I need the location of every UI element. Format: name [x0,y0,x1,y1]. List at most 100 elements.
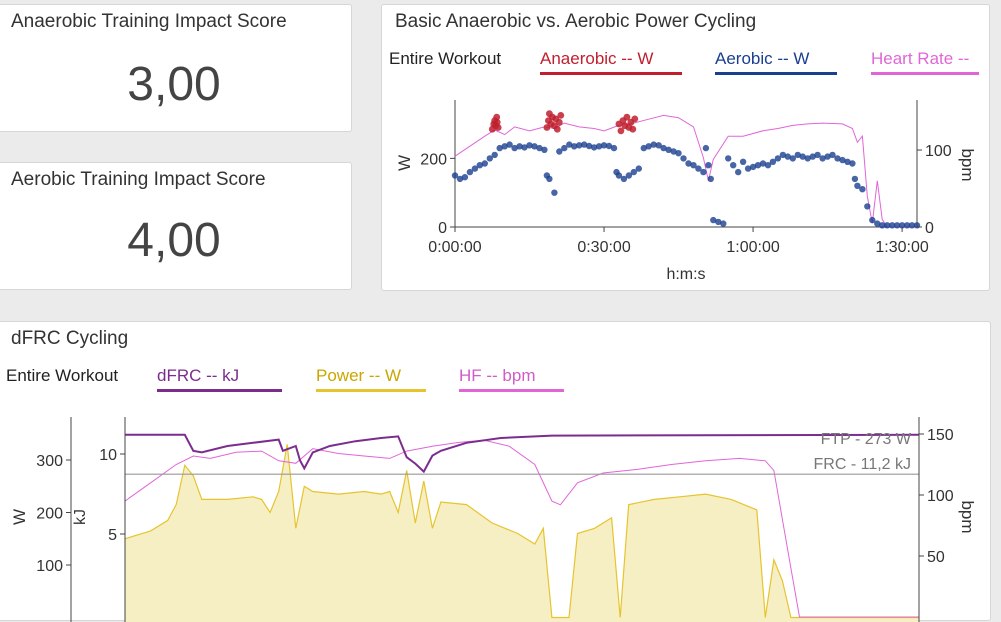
aerobic-point [814,151,821,159]
aerobic-point [690,162,697,169]
power-chart-ticks: 0 200 0 100 0:00:00 0:30:00 1:00:00 1:30:00 [420,143,952,256]
aerobic-point [650,141,657,148]
aerobic-point [556,148,563,155]
y-left-tick-label: 0 [438,220,447,237]
aerobic-point [496,144,503,152]
aerobic-point [595,143,603,150]
aerobic-point [590,144,598,151]
aerobic-point [451,172,459,179]
aerobic-point [625,172,633,179]
aerobic-point [546,175,553,183]
aerobic-point [665,146,672,153]
power-chart-svg[interactable]: 0 200 0 100 0:00:00 0:30:00 1:00:00 1:30:00 W b… [382,5,991,292]
y-right-tick-label: 100 [925,143,952,160]
dfrc-chart-svg[interactable]: 100 200 300 5 10 50 100 150 W kJ bpm FTP - 273 … [0,322,992,622]
power-heart-rate-series [454,114,917,228]
aerobic-point [685,160,692,167]
y-w-tick-label: 100 [36,558,63,575]
aerobic-point [839,156,846,164]
aerobic-point [784,153,791,160]
y-right-tick-label: 0 [925,220,934,237]
aerobic-point [630,168,637,176]
aerobic-point [670,148,677,155]
dfrc-y-kj-label: kJ [72,509,89,525]
aerobic-point [605,142,613,150]
x-tick-label: 1:30:00 [875,239,928,256]
aerobic-point [884,222,891,229]
dfrc-y-bpm-label: bpm [958,500,977,533]
aerobic-point [893,222,901,229]
legend-aerobic[interactable]: Aerobic -- W [715,49,837,75]
aerobic-point [516,143,523,150]
aerobic-point [844,158,851,165]
aerobic-point [889,222,896,229]
legend-anaerobic[interactable]: Anaerobic -- W [540,49,682,75]
aerobic-point [615,172,623,179]
aerobic-point [903,222,911,229]
aerobic-point [610,144,618,152]
y-bpm-tick-label: 100 [927,488,954,505]
dfrc-chart-ticks: 100 200 300 5 10 50 100 150 [36,427,954,575]
power-anaerobic-series [488,110,639,135]
anaerobic-point [631,115,639,123]
aerobic-point [834,155,841,162]
anaerobic-impact-value: 3,00 [127,58,221,111]
aerobic-point [481,160,488,167]
legend-power[interactable]: Power -- W [316,366,426,392]
anaerobic-point [493,113,501,121]
aerobic-point [655,142,662,149]
aerobic-point [501,143,508,150]
aerobic-point [859,186,866,193]
aerobic-point [744,165,752,172]
power-range-label[interactable]: Entire Workout [389,49,502,68]
anaerobic-point [623,113,631,121]
aerobic-point [680,155,687,162]
aerobic-point [824,153,831,160]
aerobic-point [851,175,859,183]
aerobic-point [730,162,737,169]
aerobic-point [491,151,498,159]
anaerobic-point [553,125,561,133]
aerobic-point [600,142,608,149]
legend-dfrc[interactable]: dFRC -- kJ [157,366,282,392]
dfrc-power-series [124,444,919,622]
aerobic-point [874,220,881,227]
x-tick-label: 0:00:00 [428,239,481,256]
y-w-tick-label: 200 [36,506,63,523]
aerobic-point [702,144,710,152]
y-kj-tick-label: 5 [108,527,117,544]
aerobic-point [764,162,772,169]
aerobic-point [526,142,533,149]
aerobic-point [739,158,747,165]
anaerobic-point [494,124,502,131]
aerobic-point [486,155,493,162]
aerobic-point [799,153,806,160]
dfrc-range-label[interactable]: Entire Workout [6,366,119,385]
aerobic-point [660,144,667,152]
legend-heart-rate[interactable]: Heart Rate -- [871,49,979,75]
aerobic-point [908,222,916,229]
aerobic-point [725,155,732,162]
heart-rate-line [454,114,917,228]
aerobic-point [749,163,757,171]
aerobic-point [769,158,777,165]
dfrc-cycling-title: dFRC Cycling [11,328,129,349]
aerobic-point [913,222,921,229]
aerobic-point [521,144,528,151]
power-line [124,444,919,619]
anaerobic-point [555,118,563,126]
power-x-label: h:m:s [666,266,705,283]
legend-hf[interactable]: HF -- bpm [459,366,564,392]
aerobic-point [854,182,861,189]
aerobic-point [561,144,568,152]
aerobic-point [879,222,886,229]
aerobic-point [576,142,583,149]
aerobic-point [735,168,742,176]
anaerobic-point [557,112,565,119]
anaerobic-point [629,125,637,133]
aerobic-point [754,162,762,169]
aerobic-point [531,143,538,150]
aerobic-point [819,155,826,162]
aerobic-point [536,144,543,152]
dfrc-line [125,433,920,474]
